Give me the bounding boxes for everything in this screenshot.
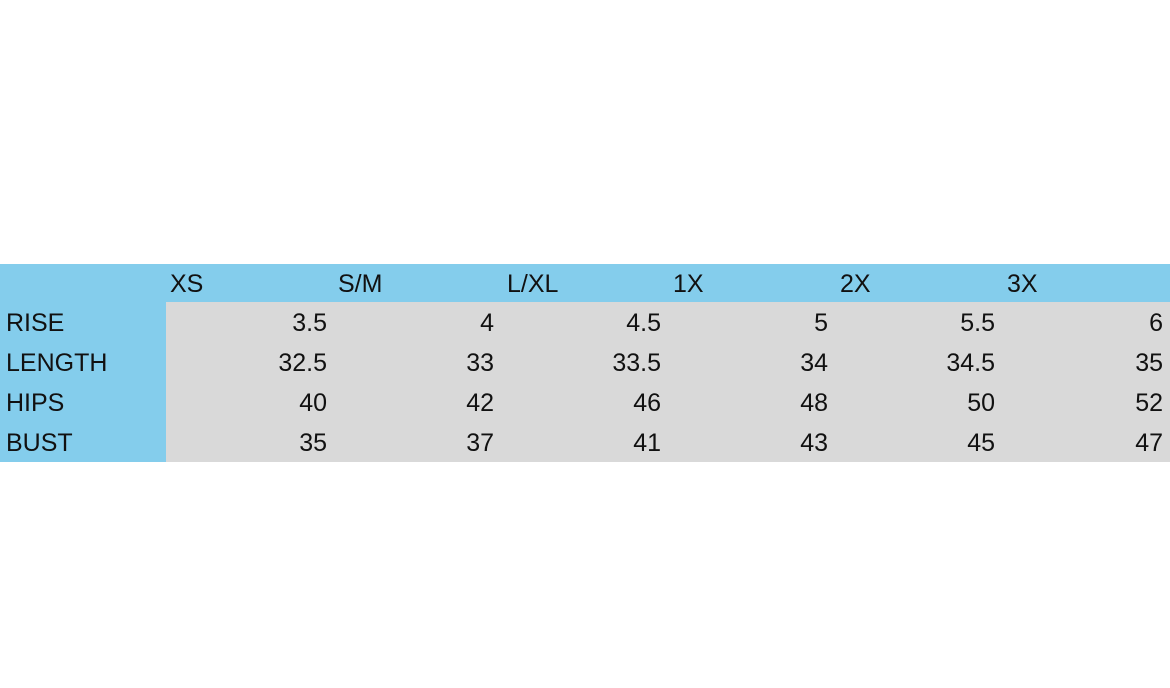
column-header-2x: 2X [840, 270, 871, 298]
table-cell: 35 [1135, 349, 1163, 377]
table-cell: 45 [967, 429, 995, 457]
row-label-rise: RISE [6, 309, 65, 337]
row-label-hips: HIPS [6, 389, 65, 417]
table-cell: 37 [466, 429, 494, 457]
table-cell: 6 [1149, 309, 1163, 337]
table-cell: 34 [800, 349, 828, 377]
table-cell: 47 [1135, 429, 1163, 457]
table-cell: 50 [967, 389, 995, 417]
row-label-bust: BUST [6, 429, 73, 457]
table-cell: 34.5 [946, 349, 995, 377]
table-cell: 33.5 [612, 349, 661, 377]
table-cell: 46 [633, 389, 661, 417]
column-header-l-xl: L/XL [507, 270, 559, 298]
table-cell: 35 [299, 429, 327, 457]
table-cell: 3.5 [292, 309, 327, 337]
column-header-xs: XS [170, 270, 204, 298]
table-cell: 40 [299, 389, 327, 417]
table-cell: 4.5 [626, 309, 661, 337]
column-header-3x: 3X [1007, 270, 1038, 298]
column-header-s-m: S/M [338, 270, 383, 298]
row-label-length: LENGTH [6, 349, 108, 377]
table-cell: 43 [800, 429, 828, 457]
table-cell: 48 [800, 389, 828, 417]
size-chart-values: 3.5 4 4.5 5 5.5 6 32.5 33 33.5 34 34.5 35 40 42 46 48 50… [166, 302, 1170, 462]
table-cell: 52 [1135, 389, 1163, 417]
table-cell: 5.5 [960, 309, 995, 337]
column-header-1x: 1X [673, 270, 704, 298]
table-cell: 4 [480, 309, 494, 337]
table-cell: 32.5 [278, 349, 327, 377]
table-cell: 33 [466, 349, 494, 377]
table-cell: 42 [466, 389, 494, 417]
table-cell: 41 [633, 429, 661, 457]
size-chart: 3.5 4 4.5 5 5.5 6 32.5 33 33.5 34 34.5 35 40 42 46 48 50… [0, 264, 1170, 462]
table-cell: 5 [814, 309, 828, 337]
